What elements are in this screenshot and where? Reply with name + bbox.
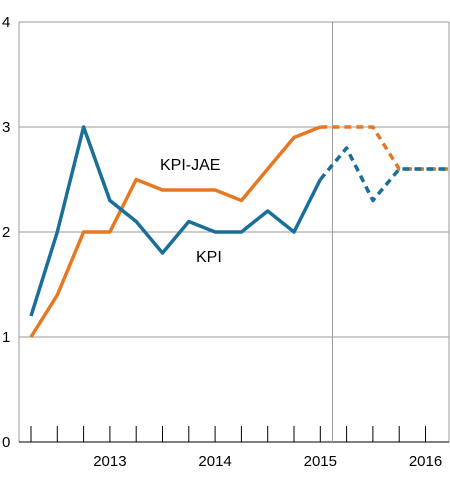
x-year-label-2016: 2016 <box>409 453 442 470</box>
x-year-label-2014: 2014 <box>198 453 231 470</box>
series-lines <box>29 125 450 338</box>
y-axis-tick-labels: 0 1 2 3 4 <box>2 14 10 451</box>
x-axis-year-labels: 2013 2014 2015 2016 <box>93 453 442 470</box>
y-tick-label-3: 3 <box>2 119 10 136</box>
y-tick-label-0: 0 <box>2 434 10 451</box>
series-label-kpi-jae: KPI-JAE <box>160 157 220 174</box>
x-year-label-2013: 2013 <box>93 453 126 470</box>
series-line-kpi <box>29 125 322 317</box>
y-tick-label-1: 1 <box>2 329 10 346</box>
x-axis-ticks <box>30 426 426 442</box>
series-line-kpi-jae <box>29 125 321 338</box>
series-label-kpi: KPI <box>196 249 222 266</box>
series-forecast-line-kpi <box>318 146 450 203</box>
y-tick-label-2: 2 <box>2 224 10 241</box>
y-tick-label-4: 4 <box>2 14 10 31</box>
x-year-label-2015: 2015 <box>304 453 337 470</box>
